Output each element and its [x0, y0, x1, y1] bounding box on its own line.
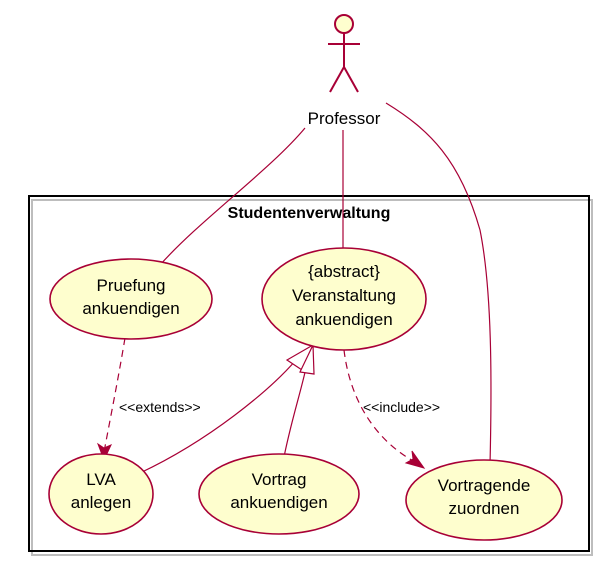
- generalization-lva: [139, 359, 297, 474]
- package-studentenverwaltung: Studentenverwaltung: [28, 195, 593, 556]
- usecase-vortrag-line2: ankuendigen: [230, 493, 327, 512]
- association-pruefung: [159, 127, 306, 266]
- actor-left-leg: [329, 66, 345, 93]
- include-relation: [343, 349, 416, 463]
- usecase-vortrag-line1: Vortrag: [252, 470, 307, 489]
- actor-right-leg: [343, 66, 359, 93]
- actor-professor[interactable]: Professor: [308, 14, 381, 128]
- usecase-pruefung-line1: Pruefung: [97, 276, 166, 295]
- usecase-lva-anlegen[interactable]: LVA anlegen: [48, 453, 154, 535]
- usecase-vortragende-zuordnen[interactable]: Vortragende zuordnen: [405, 459, 563, 541]
- usecase-veranstaltung-ankuendigen[interactable]: {abstract} Veranstaltung ankuendigen: [261, 247, 427, 351]
- usecase-lva-line1: LVA: [86, 470, 116, 489]
- generalization-head-vortrag: [299, 344, 315, 375]
- usecase-veranstaltung-line3: ankuendigen: [295, 310, 392, 329]
- usecase-vortrag-ankuendigen[interactable]: Vortrag ankuendigen: [198, 453, 360, 535]
- association-vortragende: [385, 102, 492, 466]
- extends-label: <<extends>>: [119, 399, 201, 415]
- package-title: Studentenverwaltung: [228, 205, 391, 222]
- include-arrowhead: [404, 450, 426, 469]
- actor-name: Professor: [308, 109, 381, 128]
- include-label: <<include>>: [363, 399, 440, 415]
- extends-relation: [103, 337, 126, 453]
- usecase-pruefung-ankuendigen[interactable]: Pruefung ankuendigen: [49, 258, 213, 340]
- usecase-vortragende-line1: Vortragende: [438, 476, 531, 495]
- usecase-lva-line2: anlegen: [71, 493, 132, 512]
- usecase-pruefung-line2: ankuendigen: [82, 299, 179, 318]
- extends-arrowhead: [96, 442, 113, 462]
- generalization-vortrag: [282, 367, 307, 463]
- usecase-vortragende-line2: zuordnen: [449, 499, 520, 518]
- usecase-veranstaltung-line2: Veranstaltung: [292, 286, 396, 305]
- package-frame: [28, 195, 590, 552]
- usecase-veranstaltung-stereotype: {abstract}: [308, 262, 380, 281]
- actor-head-icon: [334, 14, 354, 34]
